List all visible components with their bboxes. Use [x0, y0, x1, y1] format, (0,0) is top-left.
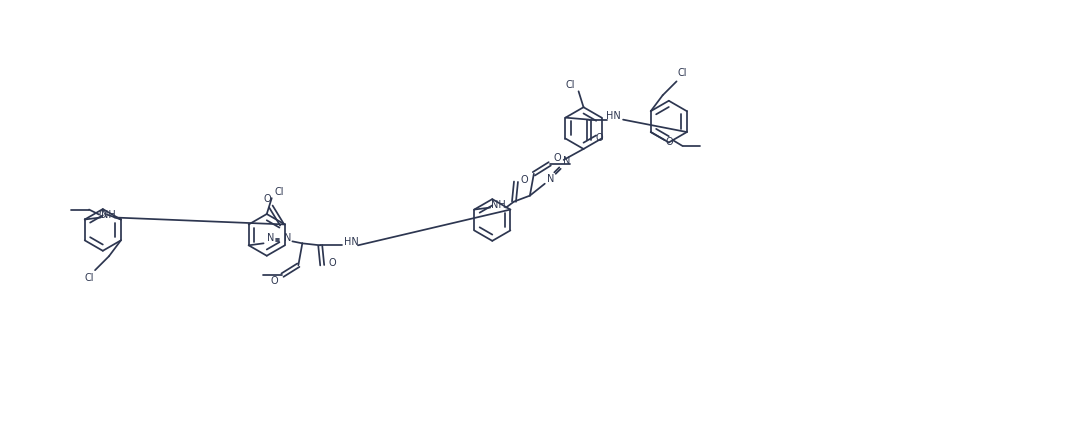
- Text: N: N: [563, 156, 571, 166]
- Text: O: O: [666, 137, 673, 147]
- Text: Cl: Cl: [678, 68, 687, 78]
- Text: O: O: [520, 175, 528, 185]
- Text: HN: HN: [605, 111, 620, 121]
- Text: O: O: [554, 153, 561, 163]
- Text: O: O: [271, 276, 278, 286]
- Text: HN: HN: [343, 237, 358, 247]
- Text: O: O: [98, 210, 106, 219]
- Text: Cl: Cl: [275, 187, 285, 197]
- Text: N: N: [284, 233, 291, 243]
- Text: O: O: [263, 194, 271, 204]
- Text: Cl: Cl: [565, 80, 575, 90]
- Text: Cl: Cl: [84, 273, 94, 283]
- Text: O: O: [328, 258, 336, 268]
- Text: O: O: [596, 133, 603, 143]
- Text: NH: NH: [491, 200, 505, 210]
- Text: N: N: [267, 233, 274, 243]
- Text: N: N: [547, 174, 555, 184]
- Text: NH: NH: [101, 210, 115, 219]
